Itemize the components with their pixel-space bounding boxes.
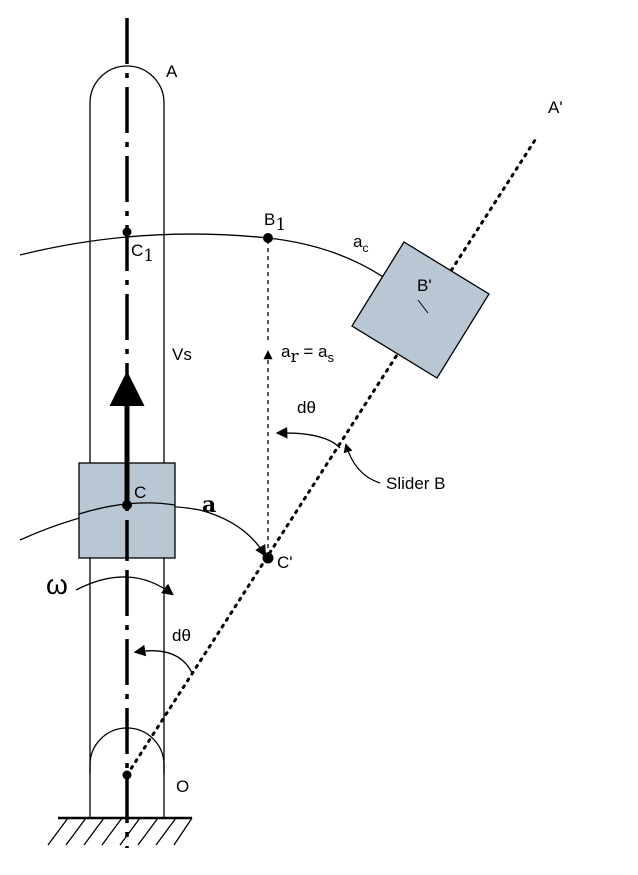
arc-c-cprime bbox=[19, 505, 267, 558]
ground-hatching bbox=[47, 816, 193, 846]
rotating-arm-outline bbox=[89, 65, 165, 818]
omega-arc bbox=[75, 576, 174, 596]
label-vs: Vs bbox=[172, 345, 192, 364]
label-slider-b: Slider B bbox=[386, 474, 446, 493]
arc-end-over-block-b bbox=[417, 299, 429, 314]
label-ar-as: ar = as bbox=[281, 342, 334, 367]
label-b1: B1 bbox=[264, 210, 286, 235]
slider-block-b bbox=[351, 241, 490, 379]
label-a: A bbox=[166, 62, 178, 81]
label-dtheta-upper: dθ bbox=[297, 398, 316, 417]
slider-b-leader bbox=[343, 443, 381, 484]
point-c bbox=[122, 500, 132, 510]
label-c1: C1 bbox=[131, 241, 154, 266]
point-b1 bbox=[263, 233, 273, 243]
dtheta-upper-arc bbox=[275, 426, 341, 449]
label-dtheta-lower: dθ bbox=[172, 626, 191, 645]
point-o bbox=[122, 770, 132, 780]
point-c-prime bbox=[262, 552, 274, 564]
point-c1 bbox=[122, 227, 132, 237]
label-a-accel: a bbox=[202, 492, 216, 518]
label-c: C bbox=[134, 483, 146, 502]
dtheta-lower-arc bbox=[133, 644, 194, 676]
label-c-prime: C' bbox=[277, 553, 293, 572]
label-a-prime: A' bbox=[548, 98, 563, 117]
label-ac: ac bbox=[353, 232, 368, 255]
label-b-prime: B' bbox=[417, 276, 432, 295]
label-o: O bbox=[176, 777, 189, 796]
label-omega: ω bbox=[46, 569, 68, 600]
displaced-arm-line bbox=[125, 135, 539, 777]
